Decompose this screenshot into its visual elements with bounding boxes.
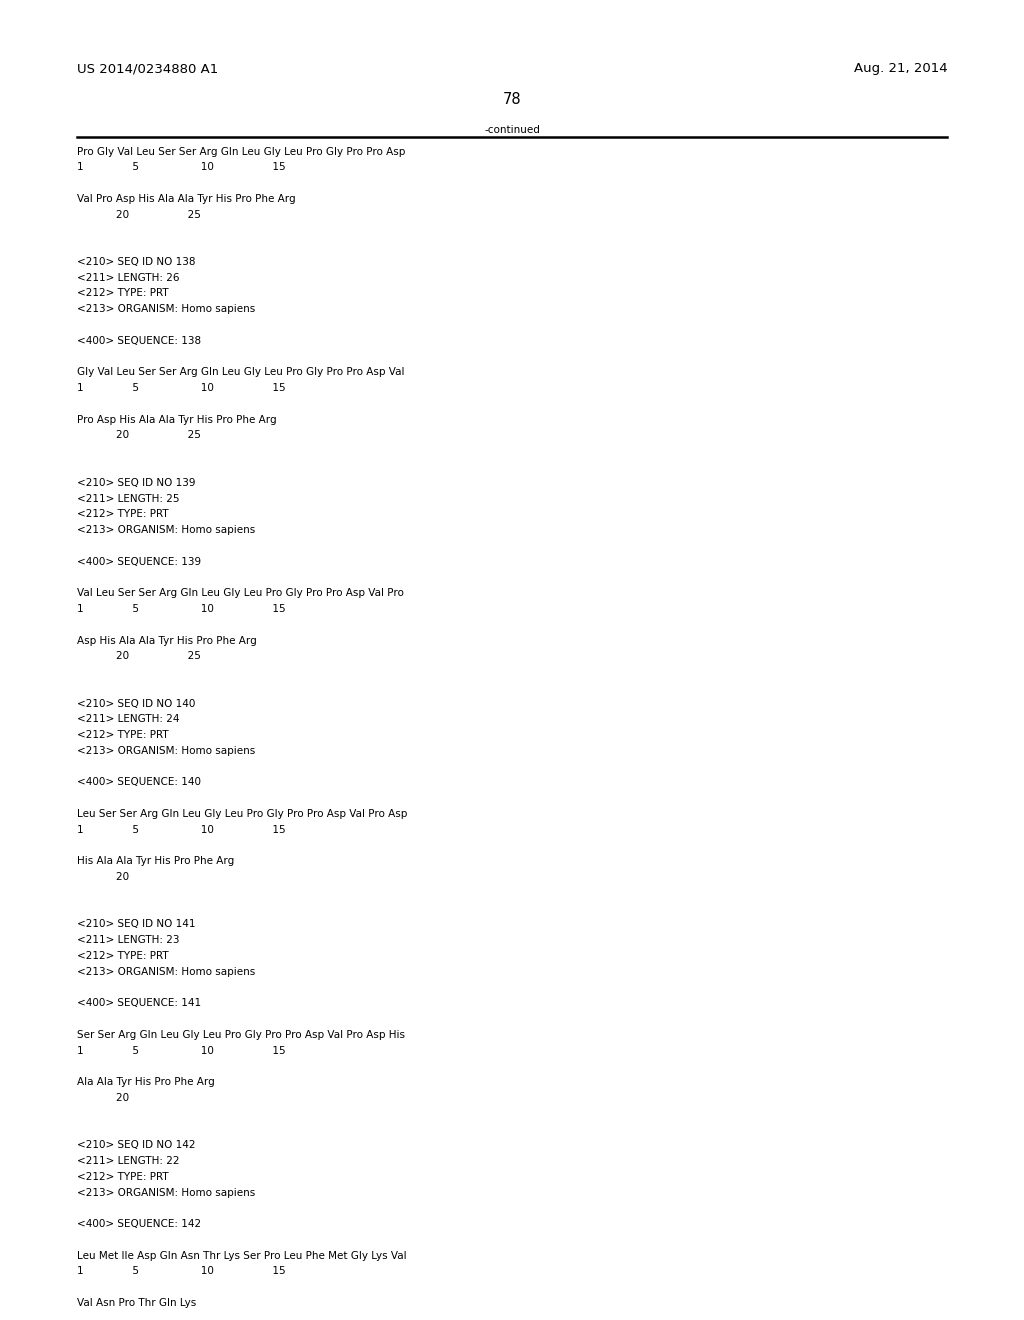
Text: <212> TYPE: PRT: <212> TYPE: PRT xyxy=(77,1172,168,1181)
Text: 20                  25: 20 25 xyxy=(77,430,201,441)
Text: <211> LENGTH: 23: <211> LENGTH: 23 xyxy=(77,935,179,945)
Text: <211> LENGTH: 24: <211> LENGTH: 24 xyxy=(77,714,179,725)
Text: 1               5                   10                  15: 1 5 10 15 xyxy=(77,383,286,393)
Text: 1               5                   10                  15: 1 5 10 15 xyxy=(77,825,286,834)
Text: Val Pro Asp His Ala Ala Tyr His Pro Phe Arg: Val Pro Asp His Ala Ala Tyr His Pro Phe … xyxy=(77,194,296,203)
Text: <213> ORGANISM: Homo sapiens: <213> ORGANISM: Homo sapiens xyxy=(77,305,255,314)
Text: 1               5                   10                  15: 1 5 10 15 xyxy=(77,1045,286,1056)
Text: Gly Val Leu Ser Ser Arg Gln Leu Gly Leu Pro Gly Pro Pro Asp Val: Gly Val Leu Ser Ser Arg Gln Leu Gly Leu … xyxy=(77,367,404,378)
Text: <212> TYPE: PRT: <212> TYPE: PRT xyxy=(77,730,168,741)
Text: 20: 20 xyxy=(77,873,129,882)
Text: <400> SEQUENCE: 139: <400> SEQUENCE: 139 xyxy=(77,557,201,566)
Text: Val Asn Pro Thr Gln Lys: Val Asn Pro Thr Gln Lys xyxy=(77,1298,196,1308)
Text: 1               5                   10                  15: 1 5 10 15 xyxy=(77,162,286,173)
Text: 78: 78 xyxy=(503,92,521,107)
Text: <210> SEQ ID NO 139: <210> SEQ ID NO 139 xyxy=(77,478,196,488)
Text: Pro Asp His Ala Ala Tyr His Pro Phe Arg: Pro Asp His Ala Ala Tyr His Pro Phe Arg xyxy=(77,414,276,425)
Text: 1               5                   10                  15: 1 5 10 15 xyxy=(77,605,286,614)
Text: <211> LENGTH: 22: <211> LENGTH: 22 xyxy=(77,1156,179,1166)
Text: <211> LENGTH: 26: <211> LENGTH: 26 xyxy=(77,273,179,282)
Text: 20                  25: 20 25 xyxy=(77,651,201,661)
Text: Leu Met Ile Asp Gln Asn Thr Lys Ser Pro Leu Phe Met Gly Lys Val: Leu Met Ile Asp Gln Asn Thr Lys Ser Pro … xyxy=(77,1251,407,1261)
Text: Leu Ser Ser Arg Gln Leu Gly Leu Pro Gly Pro Pro Asp Val Pro Asp: Leu Ser Ser Arg Gln Leu Gly Leu Pro Gly … xyxy=(77,809,408,818)
Text: <210> SEQ ID NO 138: <210> SEQ ID NO 138 xyxy=(77,257,196,267)
Text: <213> ORGANISM: Homo sapiens: <213> ORGANISM: Homo sapiens xyxy=(77,966,255,977)
Text: <212> TYPE: PRT: <212> TYPE: PRT xyxy=(77,510,168,519)
Text: Val Leu Ser Ser Arg Gln Leu Gly Leu Pro Gly Pro Pro Asp Val Pro: Val Leu Ser Ser Arg Gln Leu Gly Leu Pro … xyxy=(77,589,403,598)
Text: Pro Gly Val Leu Ser Ser Arg Gln Leu Gly Leu Pro Gly Pro Pro Asp: Pro Gly Val Leu Ser Ser Arg Gln Leu Gly … xyxy=(77,147,406,157)
Text: US 2014/0234880 A1: US 2014/0234880 A1 xyxy=(77,62,218,75)
Text: <400> SEQUENCE: 142: <400> SEQUENCE: 142 xyxy=(77,1220,201,1229)
Text: Ser Ser Arg Gln Leu Gly Leu Pro Gly Pro Pro Asp Val Pro Asp His: Ser Ser Arg Gln Leu Gly Leu Pro Gly Pro … xyxy=(77,1030,404,1040)
Text: 1               5                   10                  15: 1 5 10 15 xyxy=(77,1266,286,1276)
Text: <213> ORGANISM: Homo sapiens: <213> ORGANISM: Homo sapiens xyxy=(77,1188,255,1197)
Text: His Ala Ala Tyr His Pro Phe Arg: His Ala Ala Tyr His Pro Phe Arg xyxy=(77,857,234,866)
Text: <400> SEQUENCE: 140: <400> SEQUENCE: 140 xyxy=(77,777,201,788)
Text: Asp His Ala Ala Tyr His Pro Phe Arg: Asp His Ala Ala Tyr His Pro Phe Arg xyxy=(77,635,257,645)
Text: 20: 20 xyxy=(77,1093,129,1104)
Text: <400> SEQUENCE: 138: <400> SEQUENCE: 138 xyxy=(77,335,201,346)
Text: <212> TYPE: PRT: <212> TYPE: PRT xyxy=(77,289,168,298)
Text: <210> SEQ ID NO 141: <210> SEQ ID NO 141 xyxy=(77,920,196,929)
Text: <400> SEQUENCE: 141: <400> SEQUENCE: 141 xyxy=(77,998,201,1008)
Text: 20                  25: 20 25 xyxy=(77,210,201,219)
Text: <213> ORGANISM: Homo sapiens: <213> ORGANISM: Homo sapiens xyxy=(77,525,255,535)
Text: <212> TYPE: PRT: <212> TYPE: PRT xyxy=(77,950,168,961)
Text: -continued: -continued xyxy=(484,125,540,136)
Text: <213> ORGANISM: Homo sapiens: <213> ORGANISM: Homo sapiens xyxy=(77,746,255,756)
Text: Ala Ala Tyr His Pro Phe Arg: Ala Ala Tyr His Pro Phe Arg xyxy=(77,1077,215,1088)
Text: <211> LENGTH: 25: <211> LENGTH: 25 xyxy=(77,494,179,503)
Text: <210> SEQ ID NO 140: <210> SEQ ID NO 140 xyxy=(77,698,196,709)
Text: Aug. 21, 2014: Aug. 21, 2014 xyxy=(854,62,947,75)
Text: <210> SEQ ID NO 142: <210> SEQ ID NO 142 xyxy=(77,1140,196,1150)
